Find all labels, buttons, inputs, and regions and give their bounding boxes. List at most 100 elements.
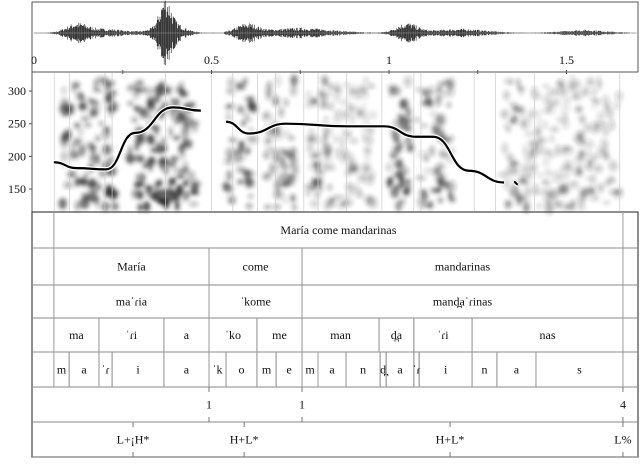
interval-label: m [57,363,67,377]
spectral-energy-blob [66,128,71,141]
waveform-panel [31,0,639,73]
spectral-energy-blob [559,85,567,97]
interval-label: ˈko [225,328,241,342]
pitch-contour-line [513,180,519,186]
spectral-energy-blob [78,128,84,135]
spectral-energy-blob [505,200,511,210]
spectral-energy-blob [532,94,542,99]
spectral-energy-blob [420,123,427,129]
spectral-energy-blob [613,101,621,110]
spectral-energy-blob [310,199,319,208]
spectral-energy-blob [404,118,414,124]
spectral-energy-blob [357,173,362,182]
spectral-energy-blob [507,153,514,161]
spectral-energy-blob [324,116,329,122]
spectral-energy-blob [248,96,255,101]
spectral-energy-blob [159,158,166,170]
spectral-energy-blob [503,122,510,130]
spectral-energy-blob [394,159,403,169]
spectral-energy-blob [182,161,188,167]
interval-label: ma [69,328,84,342]
spectral-energy-blob [84,123,92,128]
spectral-energy-blob [172,135,181,141]
spectral-energy-blob [340,149,347,157]
spectral-energy-blob [396,141,404,149]
spectral-energy-blob [423,201,432,208]
spectral-energy-blob [503,90,510,101]
spectral-energy-blob [265,114,274,122]
spectral-energy-blob [518,106,525,114]
spectral-energy-blob [310,176,317,186]
spectral-energy-blob [558,187,568,196]
spectral-energy-blob [108,80,116,86]
spectral-energy-blob [287,174,297,180]
spectral-energy-blob [264,137,272,145]
pitch-contour-line [53,106,201,171]
spectral-energy-blob [556,98,561,104]
spectral-energy-blob [405,178,411,184]
spectral-energy-blob [535,172,544,177]
spectral-energy-blob [154,124,160,137]
spectral-energy-blob [79,102,88,110]
spectral-energy-blob [353,183,360,192]
spectral-energy-blob [599,138,608,146]
spectral-energy-blob [108,101,119,113]
spectral-energy-blob [439,149,446,159]
interval-label: María [117,260,146,274]
spectral-energy-blob [606,109,614,121]
spectral-energy-blob [96,76,106,85]
spectral-energy-blob [536,119,544,128]
spectral-energy-blob [588,158,594,166]
spectral-energy-blob [437,197,444,203]
spectral-energy-blob [248,194,254,199]
time-tick-label: 1.5 [559,53,574,67]
interval-label: i [136,363,140,377]
spectral-energy-blob [405,107,412,118]
spectral-energy-blob [237,154,246,162]
interval-label: ˈɾ [102,363,110,377]
spectral-energy-blob [327,200,336,208]
spectral-energy-blob [503,178,511,190]
spectral-energy-blob [602,200,612,206]
spectral-energy-blob [600,127,611,136]
spectral-energy-blob [170,155,180,161]
point-label: H+L* [436,433,465,447]
spectral-energy-blob [523,186,533,196]
spectral-energy-blob [436,162,445,171]
spectral-energy-blob [60,104,69,116]
spectral-energy-blob [61,86,67,95]
spectral-energy-blob [222,181,230,191]
spectral-energy-blob [75,90,83,101]
spectral-energy-blob [416,176,427,181]
axes: 0 0.5 1 1.5 150 200 250 300 [8,53,574,212]
spectral-energy-blob [95,202,100,209]
spectral-energy-blob [247,117,253,122]
interval-label: e [286,363,291,377]
spectral-energy-blob [163,165,169,176]
spectral-energy-blob [352,104,361,117]
spectral-energy-blob [102,144,113,156]
spectral-energy-blob [421,99,431,107]
spectral-energy-blob [361,102,367,108]
spectral-energy-blob [168,126,173,138]
pitch-contour-line [225,120,505,184]
spectral-energy-blob [327,183,333,191]
spectral-energy-blob [292,203,297,212]
spectral-energy-blob [80,115,90,122]
spectral-energy-blob [436,186,442,194]
spectral-energy-blob [564,96,571,104]
spectral-energy-blob [89,188,99,198]
spectral-energy-blob [571,92,579,100]
spectral-energy-blob [576,90,584,102]
pitch-contour [53,105,519,187]
spectral-energy-blob [280,157,286,167]
interval-label: a [397,363,403,377]
spectral-energy-blob [68,103,76,113]
tier-7: L+¡H* H+L* H+L* L% [32,422,638,458]
spectral-energy-blob [264,86,273,96]
spectral-energy-blob [109,191,118,200]
spectral-energy-blob [608,178,616,183]
interval-label: a [514,363,520,377]
spectral-energy-blob [79,177,88,187]
